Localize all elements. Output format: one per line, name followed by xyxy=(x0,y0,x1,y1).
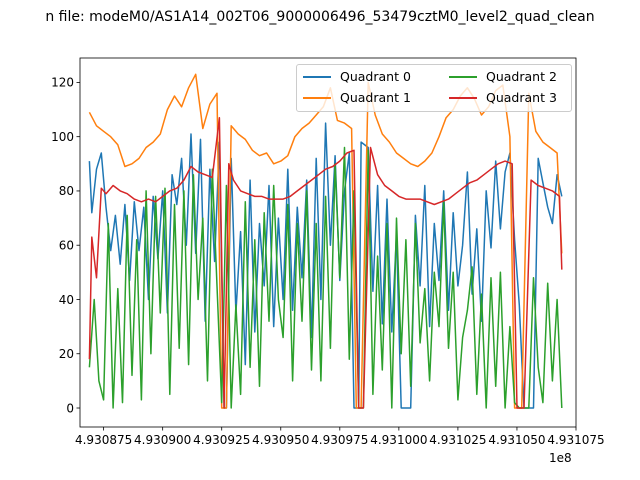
legend-swatch-quadrant-1 xyxy=(303,96,331,99)
x-axis-offset-label: 1e8 xyxy=(549,451,572,465)
legend-swatch-quadrant-3 xyxy=(449,96,477,99)
plot-frame xyxy=(79,57,577,428)
legend-label-quadrant-0: Quadrant 0 xyxy=(340,69,411,84)
legend-item-quadrant-1: Quadrant 1 xyxy=(303,90,411,106)
legend-label-quadrant-3: Quadrant 3 xyxy=(486,90,557,105)
y-tick-label: 80 xyxy=(59,184,74,198)
y-tick-label: 20 xyxy=(59,347,74,361)
y-tick-label: 60 xyxy=(59,239,74,253)
series-layer xyxy=(88,73,563,409)
x-tick-label: 4.931025 xyxy=(429,433,486,447)
x-tick-label: 4.930950 xyxy=(252,433,309,447)
legend-label-quadrant-2: Quadrant 2 xyxy=(486,69,557,84)
legend-swatch-quadrant-2 xyxy=(449,75,477,78)
x-tick-label: 4.930975 xyxy=(311,433,368,447)
chart-title: n file: modeM0/AS1A14_002T06_9000006496_… xyxy=(45,9,595,25)
x-tick-label: 4.931050 xyxy=(488,433,545,447)
series-line-quadrant-0 xyxy=(88,122,563,409)
legend-label-quadrant-1: Quadrant 1 xyxy=(340,90,411,105)
legend-item-quadrant-0: Quadrant 0 xyxy=(303,69,411,85)
legend: Quadrant 0 Quadrant 1 Quadrant 2 Quadran… xyxy=(296,64,572,112)
series-line-quadrant-3 xyxy=(88,116,563,409)
y-tick-label: 100 xyxy=(51,130,74,144)
legend-item-quadrant-2: Quadrant 2 xyxy=(449,69,557,85)
y-tick-label: 120 xyxy=(51,76,74,90)
x-tick-label: 4.931075 xyxy=(547,433,604,447)
x-tick-label: 4.931000 xyxy=(370,433,427,447)
y-tick-label: 0 xyxy=(66,401,74,415)
legend-swatch-quadrant-0 xyxy=(303,75,331,78)
y-tick-label: 40 xyxy=(59,293,74,307)
x-tick-label: 4.930925 xyxy=(193,433,250,447)
series-line-quadrant-2 xyxy=(88,146,563,409)
legend-item-quadrant-3: Quadrant 3 xyxy=(449,90,557,106)
x-tick-label: 4.930875 xyxy=(75,433,132,447)
x-tick-label: 4.930900 xyxy=(134,433,191,447)
